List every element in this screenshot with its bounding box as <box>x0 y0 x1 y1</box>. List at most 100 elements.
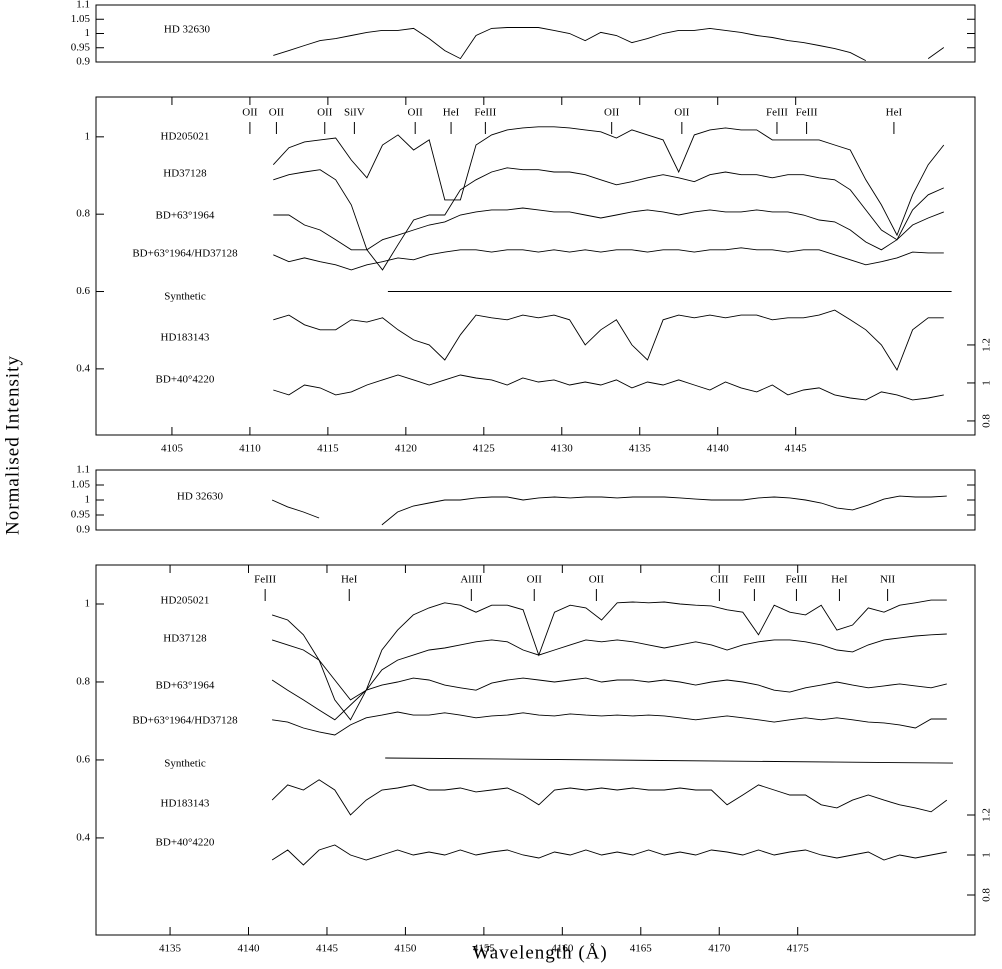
line-id-label: CIII <box>710 574 729 586</box>
series-label: BD+40°4220 <box>156 374 215 386</box>
line-id-label: FeIII <box>785 574 807 586</box>
y-tick-label: 1.1 <box>76 464 90 476</box>
x-tick-label: 4130 <box>551 443 574 455</box>
x-tick-label: 4105 <box>161 443 184 455</box>
series-label: HD205021 <box>161 131 210 143</box>
plot-frame <box>95 564 976 936</box>
spectrum-line <box>271 779 948 816</box>
line-id-label: SiIV <box>344 107 365 119</box>
series-label: HD37128 <box>163 633 207 645</box>
y2-tick-label: 1 <box>981 380 993 386</box>
x-tick-label: 4135 <box>159 943 182 955</box>
x-tick-label: 4120 <box>395 443 418 455</box>
spectrum-line <box>271 844 947 866</box>
x-tick-label: 4155 <box>473 943 496 955</box>
y2-tick-label: 1.2 <box>981 338 993 352</box>
line-id-label: OII <box>527 574 543 586</box>
y-tick-label: 1 <box>85 598 91 610</box>
x-tick-label: 4115 <box>317 443 339 455</box>
spectrum-line <box>272 126 945 237</box>
spectrum-line <box>271 599 947 721</box>
y-tick-label: 0.8 <box>76 675 90 687</box>
spectrum-line <box>273 207 944 251</box>
line-id-label: FeIII <box>474 107 496 119</box>
spectrum-line <box>273 309 944 372</box>
y2-tick-label: 1.2 <box>981 808 993 822</box>
plot-frame <box>95 4 976 63</box>
y2-tick-label: 1 <box>981 852 993 858</box>
y2-tick-label: 0.8 <box>981 414 993 428</box>
spectrum-line <box>385 757 954 764</box>
series-label: BD+63°1964/HD37128 <box>132 715 238 727</box>
line-id-label: HeI <box>831 574 848 586</box>
y-tick-label: 0.6 <box>76 753 90 765</box>
line-id-label: OII <box>589 574 605 586</box>
plot-frame <box>95 469 976 531</box>
line-id-label: AlIII <box>460 574 482 586</box>
spectrum-line <box>271 495 947 526</box>
y-tick-label: 0.9 <box>76 524 90 536</box>
x-tick-label: 4125 <box>473 443 496 455</box>
spectrum-line <box>272 711 947 736</box>
line-id-label: HeI <box>341 574 358 586</box>
x-tick-label: 4135 <box>629 443 652 455</box>
y-tick-label: 0.95 <box>71 41 91 53</box>
y-tick-label: 1 <box>85 130 91 142</box>
x-tick-label: 4110 <box>239 443 261 455</box>
line-id-label: OII <box>408 107 424 119</box>
series-label: HD183143 <box>161 332 210 344</box>
line-id-label: FeIII <box>796 107 818 119</box>
y-tick-label: 0.95 <box>71 509 91 521</box>
spectrum-line <box>273 247 944 271</box>
y-tick-label: 1.05 <box>71 479 91 491</box>
line-id-label: NII <box>880 574 896 586</box>
series-label: HD 32630 <box>177 491 224 503</box>
series-label: HD37128 <box>163 168 207 180</box>
line-id-label: OII <box>317 107 333 119</box>
y-tick-label: 0.4 <box>76 362 90 374</box>
x-axis-title: Wavelength (Å) <box>472 942 607 963</box>
y-tick-label: 1 <box>85 27 91 39</box>
y-tick-label: 1.05 <box>71 13 91 25</box>
x-tick-label: 4175 <box>787 943 810 955</box>
x-tick-label: 4145 <box>785 443 808 455</box>
plot-frame <box>95 96 976 436</box>
series-label: Synthetic <box>164 758 206 770</box>
series-label: BD+40°4220 <box>156 837 215 849</box>
y2-tick-label: 0.8 <box>981 888 993 902</box>
spectrum-line <box>273 374 944 401</box>
y-tick-label: 0.4 <box>76 831 90 843</box>
series-label: HD183143 <box>161 798 210 810</box>
x-tick-label: 4170 <box>708 943 731 955</box>
series-label: HD205021 <box>161 595 210 607</box>
y-tick-label: 0.8 <box>76 208 90 220</box>
spectrum-line <box>271 633 947 701</box>
spectrum-line <box>273 27 945 61</box>
y-tick-label: 0.6 <box>76 285 90 297</box>
series-label: Synthetic <box>164 291 206 303</box>
x-tick-label: 4150 <box>394 943 417 955</box>
x-tick-label: 4165 <box>630 943 653 955</box>
y-axis-title: Normalised Intensity <box>2 355 23 535</box>
y-tick-label: 1.1 <box>76 0 90 11</box>
line-id-label: FeIII <box>254 574 276 586</box>
y-tick-label: 0.9 <box>76 56 90 68</box>
line-id-label: OII <box>269 107 285 119</box>
series-label: BD+63°1964 <box>156 680 215 692</box>
line-id-label: FeIII <box>766 107 788 119</box>
x-tick-label: 4140 <box>238 943 261 955</box>
spectrum-line <box>273 167 944 271</box>
line-id-label: OII <box>242 107 258 119</box>
spectrum-line <box>271 677 947 721</box>
x-tick-label: 4145 <box>316 943 339 955</box>
y-tick-label: 1 <box>85 494 91 506</box>
line-id-label: OII <box>604 107 620 119</box>
line-id-label: OII <box>674 107 690 119</box>
series-label: BD+63°1964 <box>156 210 215 222</box>
line-id-label: HeI <box>886 107 903 119</box>
series-label: HD 32630 <box>164 24 211 36</box>
line-id-label: FeIII <box>743 574 765 586</box>
x-tick-label: 4140 <box>707 443 730 455</box>
line-id-label: HeI <box>443 107 460 119</box>
